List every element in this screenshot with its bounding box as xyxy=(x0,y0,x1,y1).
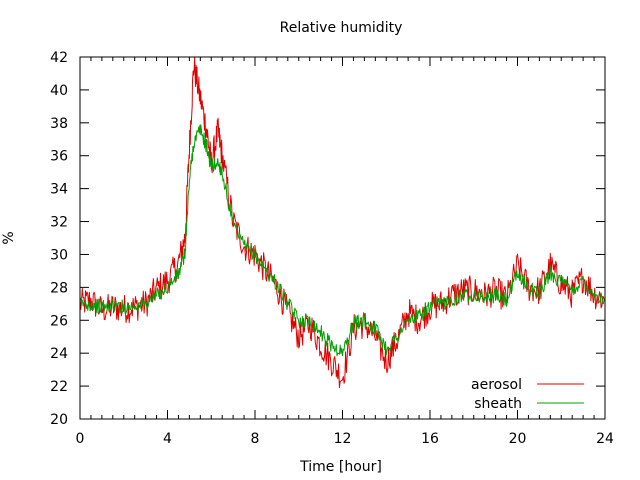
legend-label-aerosol: aerosol xyxy=(471,377,522,393)
plot-frame xyxy=(79,56,606,420)
legend: aerosol sheath xyxy=(471,377,584,412)
y-tick-label: 38 xyxy=(50,116,68,132)
y-tick-label: 22 xyxy=(50,379,68,395)
x-tick-label: 0 xyxy=(76,431,85,447)
y-tick-label: 42 xyxy=(50,50,68,66)
y-tick-label: 40 xyxy=(50,83,68,99)
x-tick-label: 16 xyxy=(421,431,439,447)
series-layer xyxy=(79,56,606,388)
x-tick-label: 4 xyxy=(163,431,172,447)
x-axis-label: Time [hour] xyxy=(299,459,382,475)
y-tick-label: 20 xyxy=(50,412,68,428)
series-line-sheath xyxy=(79,124,606,357)
chart-title: Relative humidity xyxy=(280,20,403,36)
y-tick-label: 34 xyxy=(50,182,68,198)
ticks-layer: 0 4 8 12 16 20 24 20 22 24 26 28 30 32 34 36 38 40 42 xyxy=(50,50,614,447)
x-tick-label: 24 xyxy=(596,431,614,447)
x-tick-label: 12 xyxy=(334,431,352,447)
y-tick-label: 28 xyxy=(50,280,68,296)
x-tick-label: 20 xyxy=(509,431,527,447)
legend-label-sheath: sheath xyxy=(474,396,522,412)
y-tick-label: 32 xyxy=(50,215,68,231)
y-axis-label: % xyxy=(1,231,17,244)
y-tick-label: 36 xyxy=(50,149,68,165)
x-tick-label: 8 xyxy=(251,431,260,447)
y-tick-label: 30 xyxy=(50,247,68,263)
y-tick-label: 26 xyxy=(50,313,68,329)
y-tick-label: 24 xyxy=(50,346,68,362)
series-line-aerosol xyxy=(79,56,605,388)
